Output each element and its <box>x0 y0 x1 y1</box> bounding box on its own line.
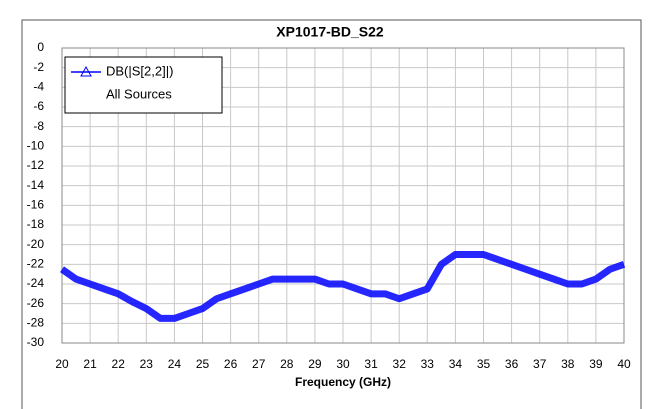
chart-title: XP1017-BD_S22 <box>276 24 384 40</box>
y-tick-label: -16 <box>27 198 45 212</box>
legend-subtitle: All Sources <box>106 86 172 101</box>
x-tick-label: 34 <box>449 357 463 371</box>
x-tick-label: 21 <box>83 357 97 371</box>
y-tick-label: -10 <box>27 139 45 153</box>
x-tick-label: 25 <box>196 357 210 371</box>
y-tick-label: -24 <box>27 276 45 290</box>
x-tick-label: 40 <box>617 357 631 371</box>
x-tick-label: 31 <box>364 357 378 371</box>
x-tick-label: 24 <box>168 357 182 371</box>
x-tick-label: 28 <box>280 357 294 371</box>
x-tick-label: 33 <box>421 357 435 371</box>
legend-label: DB(|S[2,2]|) <box>106 63 173 78</box>
x-tick-label: 22 <box>112 357 126 371</box>
x-tick-label: 37 <box>533 357 547 371</box>
y-tick-label: -26 <box>27 296 45 310</box>
x-tick-label: 26 <box>224 357 238 371</box>
y-tick-label: -2 <box>33 60 44 74</box>
y-tick-label: -28 <box>27 316 45 330</box>
y-tick-label: -20 <box>27 237 45 251</box>
y-tick-label: 0 <box>37 40 44 54</box>
x-tick-label: 23 <box>140 357 154 371</box>
y-tick-label: -22 <box>27 257 45 271</box>
x-tick-label: 35 <box>477 357 491 371</box>
y-tick-label: -18 <box>27 217 45 231</box>
x-tick-label: 32 <box>393 357 407 371</box>
y-tick-label: -14 <box>27 178 45 192</box>
y-tick-label: -30 <box>27 335 45 349</box>
y-tick-label: -6 <box>33 99 44 113</box>
x-tick-label: 29 <box>308 357 322 371</box>
x-tick-label: 30 <box>336 357 350 371</box>
y-tick-label: -12 <box>27 158 45 172</box>
x-axis-label: Frequency (GHz) <box>295 375 391 389</box>
legend-marker <box>80 65 92 77</box>
x-tick-label: 20 <box>55 357 69 371</box>
y-tick-label: -4 <box>33 80 44 94</box>
x-tick-label: 27 <box>252 357 266 371</box>
x-tick-label: 36 <box>505 357 519 371</box>
y-tick-label: -8 <box>33 119 44 133</box>
series-line <box>59 251 626 322</box>
x-tick-label: 39 <box>589 357 603 371</box>
legend-box <box>64 56 223 114</box>
x-tick-label: 38 <box>561 357 575 371</box>
plot-border <box>61 47 625 344</box>
